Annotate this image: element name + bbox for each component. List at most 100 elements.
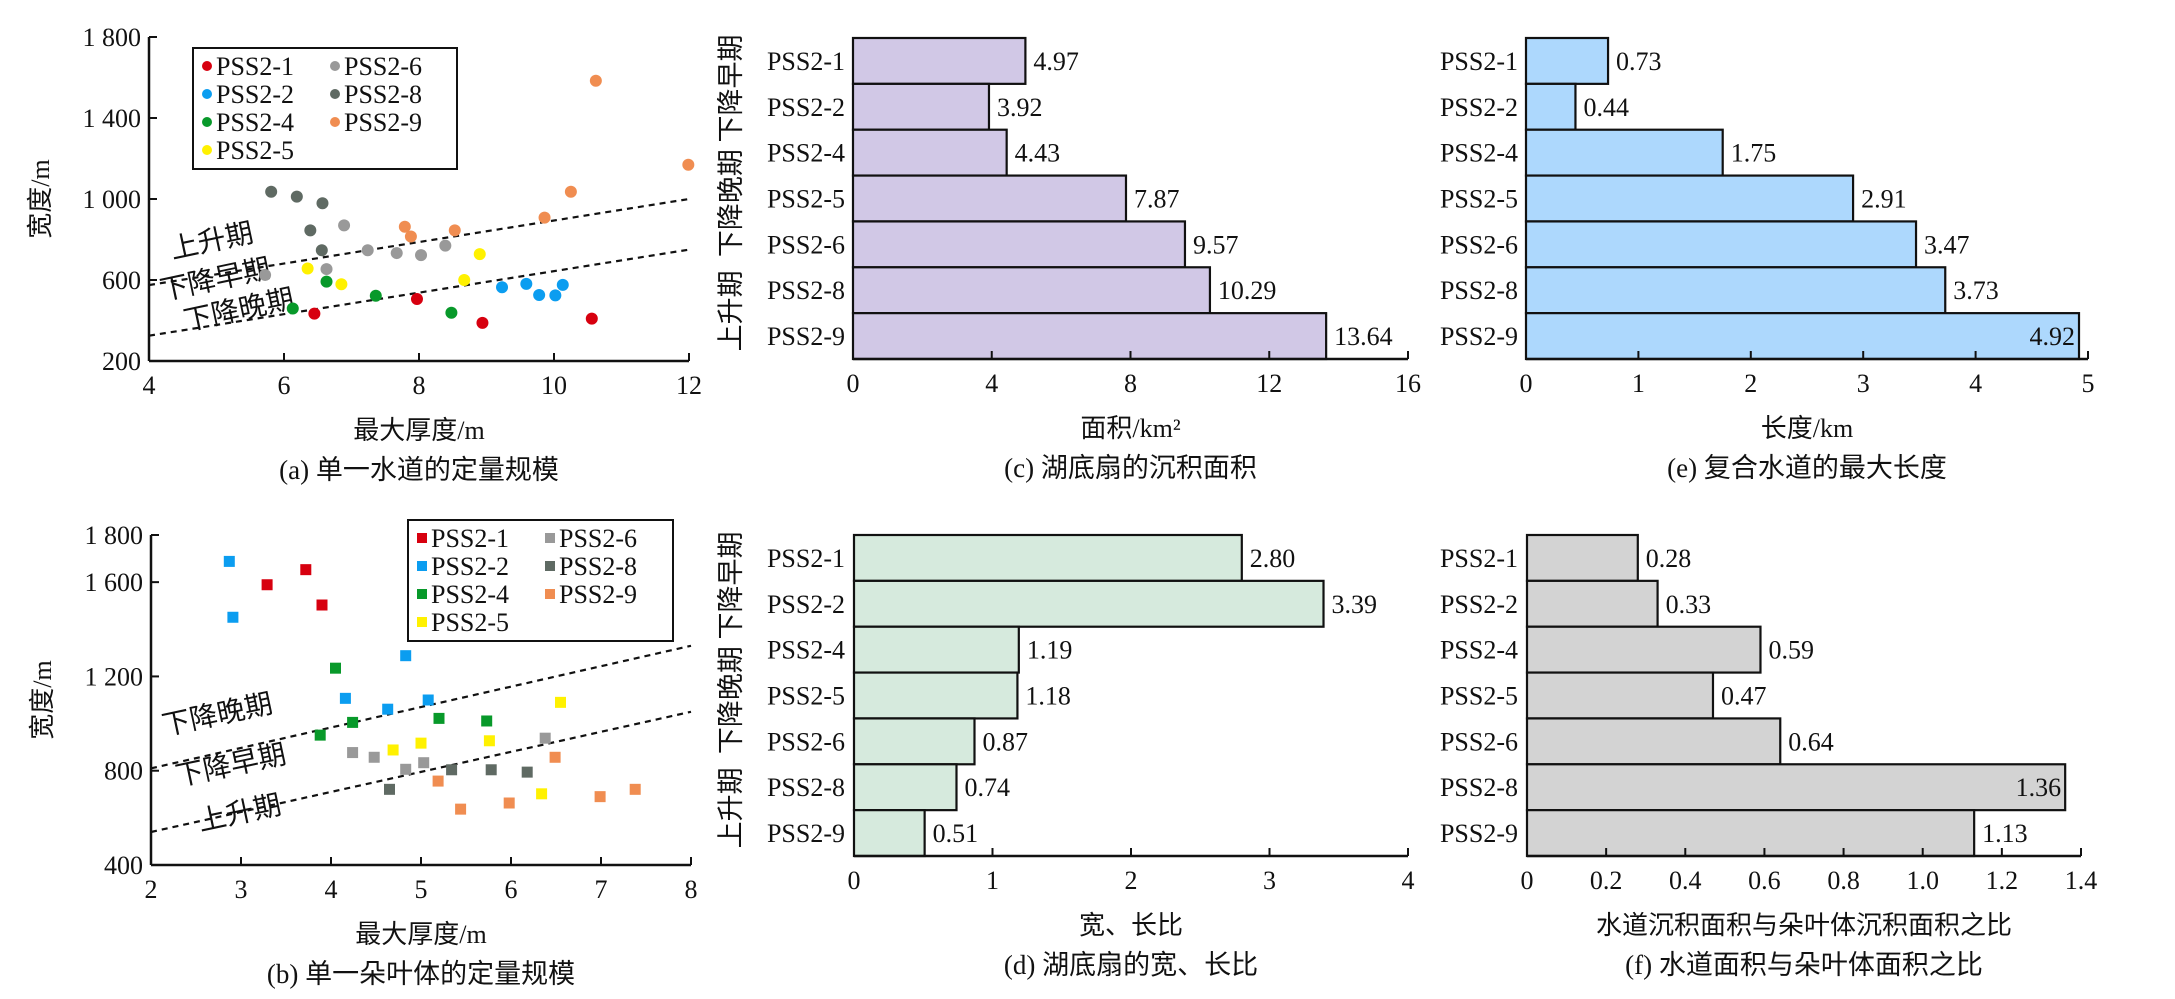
panel-caption: (c) 湖底扇的沉积面积 [1004,453,1257,483]
x-tick-label: 1.0 [1906,866,1939,895]
x-tick-label: 4 [143,371,156,400]
y-axis-title: 宽度/m [28,660,57,739]
data-point-pss2-4 [369,289,382,302]
data-point-pss2-4 [320,275,333,288]
bar-pss2-8 [1524,266,1947,315]
legend-marker-icon [545,533,555,543]
x-tick-label: 5 [415,875,428,904]
bar-pss2-2 [1525,579,1659,628]
x-tick-label: 5 [2082,369,2095,398]
x-tick-label: 0.4 [1669,866,1702,895]
legend-marker-icon [330,61,340,71]
x-tick-label: 4 [985,369,998,398]
phase-label: 下降晚期 [159,688,275,743]
bar-pss2-8 [852,763,958,812]
data-point-pss2-9 [594,791,606,803]
data-point-pss2-5 [335,278,348,291]
x-tick-label: 3 [1263,866,1276,895]
bar-value-label: 0.87 [982,727,1028,756]
legend-entry: PSS2-5 [216,136,294,165]
x-tick-label: 3 [235,875,248,904]
data-point-pss2-2 [339,692,351,704]
bar-value-label: 10.29 [1218,276,1277,305]
bar-value-label: 0.47 [1721,682,1767,711]
category-label: PSS2-5 [1440,185,1518,214]
x-tick-label: 1.4 [2065,866,2098,895]
y-tick-label: 400 [104,851,143,880]
bar-value-label: 0.44 [1583,93,1629,122]
panel-caption: (e) 复合水道的最大长度 [1667,453,1947,483]
bar-value-label: 13.64 [1334,322,1393,351]
data-point-pss2-8 [521,766,533,778]
bar-pss2-6 [851,220,1187,269]
bar-pss2-4 [851,128,1008,177]
bar-pss2-2 [851,82,991,131]
x-tick-label: 8 [685,875,698,904]
bar-pss2-9 [852,809,926,858]
bar-pss2-2 [852,579,1325,628]
bar-value-label: 0.51 [933,819,979,848]
data-point-pss2-4 [330,662,341,674]
legend-entry: PSS2-9 [559,580,637,609]
data-point-pss2-2 [556,278,569,291]
legend-box [192,47,458,170]
bar-value-label: 7.87 [1134,185,1180,214]
x-tick-label: 6 [278,371,291,400]
legend-entry: PSS2-2 [431,552,509,581]
bar-pss2-4 [1525,625,1762,674]
x-axis-title: 水道沉积面积与朵叶体沉积面积之比 [1596,911,2012,940]
legend-marker-icon [417,561,427,571]
bar-value-label: 2.80 [1250,544,1296,573]
bar-value-label: 0.28 [1646,544,1692,573]
category-label: PSS2-4 [1440,139,1518,168]
data-point-pss2-5 [483,735,495,747]
bar-value-label: 4.92 [2030,322,2076,351]
x-tick-label: 0 [848,866,861,895]
data-point-pss2-2 [533,288,546,301]
panel-b: 2 3 4 5 6 7 8 400 800 1 200 1 600 1 800 最大厚度/m 宽度/m (b… [28,519,698,989]
category-label: PSS2-6 [767,727,845,756]
legend-entry: PSS2-4 [216,108,294,137]
bar-pss2-4 [1524,128,1724,177]
legend-box [407,519,674,642]
legend-entry: PSS2-6 [344,52,422,81]
category-label: PSS2-9 [767,819,845,848]
bar-value-label: 4.97 [1033,47,1079,76]
data-point-pss2-1 [410,293,423,306]
data-point-pss2-8 [265,185,278,198]
bar-value-label: 4.43 [1015,139,1061,168]
data-point-pss2-4 [347,716,359,728]
data-point-pss2-6 [259,268,272,281]
bar-pss2-6 [1524,220,1918,269]
legend-marker-icon [545,561,555,571]
y-tick-label: 200 [102,347,141,376]
bar-value-label: 1.18 [1025,682,1071,711]
bar-pss2-6 [1525,717,1782,766]
phase-boundary-line [148,248,690,337]
bar-pss2-1 [852,533,1243,582]
data-point-pss2-1 [308,307,321,320]
bar-pss2-9 [851,312,1328,361]
x-tick-label: 1.2 [1986,866,2019,895]
x-tick-label: 1 [1632,369,1645,398]
data-point-pss2-6 [539,732,551,744]
x-tick-label: 2 [1125,866,1138,895]
bar-value-label: 1.36 [2016,773,2062,802]
data-point-pss2-4 [314,729,326,741]
data-point-pss2-9 [589,74,602,87]
y-tick-label: 600 [102,266,141,295]
data-point-pss2-4 [286,302,299,315]
bar-pss2-1 [1525,533,1639,582]
data-point-pss2-2 [549,289,562,302]
bar-value-label: 1.75 [1731,139,1777,168]
bar-value-label: 2.91 [1861,185,1907,214]
data-point-pss2-9 [404,230,417,243]
category-label: PSS2-4 [767,636,845,665]
bar-value-label: 1.13 [1982,819,2028,848]
panel-d: 2.80 PSS2-1 3.39 PSS2-2 1.19 PSS2-4 1.18 PSS2-5… [716,531,1415,980]
data-point-pss2-1 [585,312,598,325]
bar-value-label: 1.19 [1027,636,1073,665]
data-point-pss2-5 [555,696,566,708]
x-tick-label: 3 [1857,369,1870,398]
phase-axis-label: 下降早期 [716,531,746,639]
